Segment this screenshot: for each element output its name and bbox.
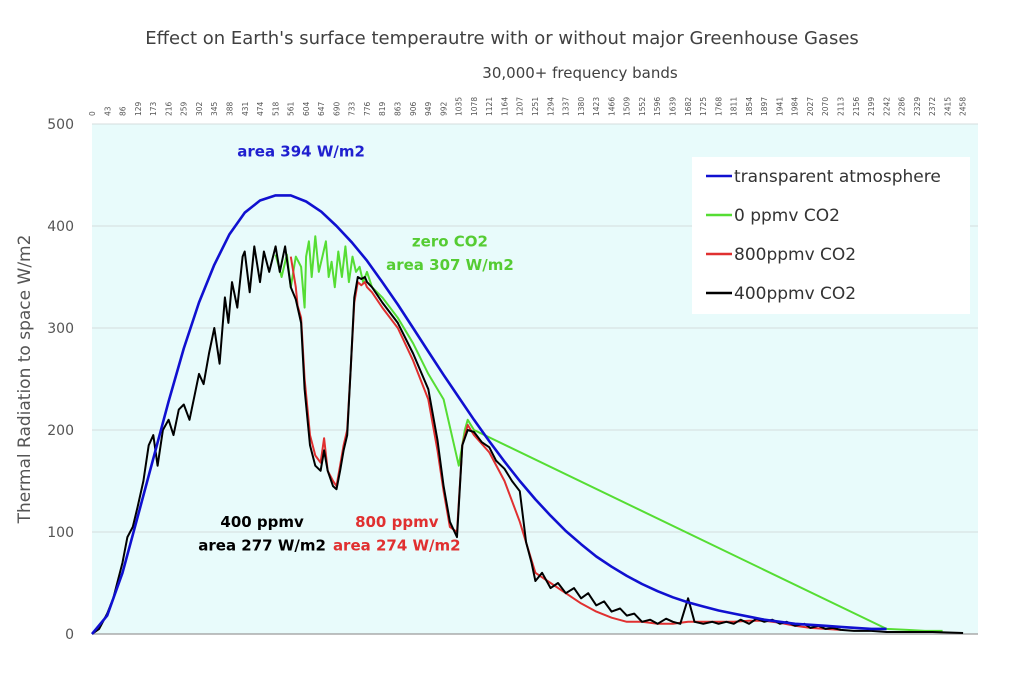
y-tick-label: 500 — [47, 117, 74, 133]
x-tick-label: 949 — [424, 101, 433, 116]
x-tick-label: 2242 — [882, 97, 891, 116]
x-axis-title: 30,000+ frequency bands — [482, 64, 678, 82]
grid-lines: 0 100 200 300 400 500 — [47, 117, 978, 643]
plot-area: 0 100 200 300 400 500 0 43 86 129 173 216 259 302 345 3… — [47, 97, 978, 643]
legend-label: transparent atmosphere — [734, 167, 941, 187]
x-tick-label: 819 — [378, 101, 387, 116]
x-tick-label: 647 — [317, 101, 326, 116]
x-tick-label: 302 — [195, 101, 204, 116]
x-tick-label: 1466 — [607, 97, 616, 116]
annotation-label: area 274 W/m2 — [333, 536, 461, 554]
chart-title: Effect on Earth's surface temperautre wi… — [145, 28, 859, 49]
x-tick-label: 561 — [287, 101, 296, 116]
annotation-label: area 307 W/m2 — [386, 256, 514, 274]
x-tick-label: 129 — [134, 101, 143, 116]
legend-label: 800ppmv CO2 — [734, 245, 856, 265]
y-tick-label: 400 — [47, 219, 74, 235]
series-line-0 — [90, 194, 887, 635]
x-tick-label: 1380 — [577, 97, 586, 116]
annotation-label: zero CO2 — [412, 232, 488, 250]
legend-box — [692, 157, 970, 314]
y-axis-label: Thermal Radiation to space W/m2 — [15, 235, 35, 525]
x-tick-label: 1984 — [791, 97, 800, 116]
y-tick-label: 0 — [65, 627, 74, 643]
x-tick-label: 1294 — [546, 97, 555, 116]
x-tick-label: 2458 — [959, 97, 968, 116]
x-tick-label: 1337 — [562, 97, 571, 116]
x-tick-label: 733 — [348, 101, 357, 116]
x-tick-label: 1682 — [684, 97, 693, 116]
x-tick-label: 2070 — [821, 97, 830, 116]
x-tick-labels: 0 43 86 129 173 216 259 302 345 388 431 474 518 561 60… — [88, 97, 968, 116]
x-tick-label: 2156 — [852, 97, 861, 116]
x-tick-label: 1552 — [638, 97, 647, 116]
x-tick-label: 863 — [394, 101, 403, 116]
x-tick-label: 2372 — [928, 97, 937, 116]
x-tick-label: 1725 — [699, 97, 708, 116]
y-tick-label: 100 — [47, 525, 74, 541]
annotation-label: area 394 W/m2 — [237, 143, 365, 161]
x-tick-label: 2113 — [837, 97, 846, 116]
y-tick-label: 200 — [47, 423, 74, 439]
annotations: area 394 W/m2 zero CO2 area 307 W/m2 400 pp… — [198, 143, 514, 555]
x-tick-label: 1509 — [623, 97, 632, 116]
x-tick-label: 1639 — [669, 97, 678, 116]
x-tick-label: 1897 — [760, 97, 769, 116]
x-tick-label: 1941 — [775, 97, 784, 116]
x-tick-label: 474 — [256, 101, 265, 116]
x-tick-label: 431 — [241, 101, 250, 116]
annotation-label: 800 ppmv — [355, 513, 439, 531]
x-tick-label: 259 — [180, 101, 189, 116]
series-lines — [90, 194, 964, 635]
legend-label: 400ppmv CO2 — [734, 284, 856, 304]
x-tick-label: 0 — [88, 111, 97, 116]
x-tick-label: 1078 — [470, 97, 479, 116]
x-tick-label: 604 — [302, 101, 311, 116]
x-tick-label: 1251 — [531, 97, 540, 116]
x-tick-label: 86 — [119, 106, 128, 116]
x-tick-label: 1596 — [653, 97, 662, 116]
y-tick-label: 300 — [47, 321, 74, 337]
x-tick-label: 518 — [271, 101, 280, 116]
x-tick-label: 1423 — [592, 97, 601, 116]
x-tick-label: 2329 — [913, 97, 922, 116]
x-tick-label: 1035 — [455, 97, 464, 116]
x-tick-label: 2027 — [806, 97, 815, 116]
x-tick-label: 173 — [149, 101, 158, 116]
legend: transparent atmosphere 0 ppmv CO2 800ppmv … — [692, 157, 970, 314]
annotation-label: area 277 W/m2 — [198, 536, 326, 554]
x-tick-label: 2415 — [943, 97, 952, 116]
x-tick-label: 345 — [210, 101, 219, 116]
legend-label: 0 ppmv CO2 — [734, 206, 840, 226]
series-line-3 — [91, 245, 964, 635]
x-tick-label: 2286 — [898, 97, 907, 116]
x-tick-label: 992 — [439, 101, 448, 116]
x-tick-label: 906 — [409, 101, 418, 116]
x-tick-label: 776 — [363, 101, 372, 116]
x-tick-label: 1207 — [516, 97, 525, 116]
x-tick-label: 1811 — [730, 97, 739, 116]
x-tick-label: 1164 — [500, 97, 509, 116]
x-tick-label: 1768 — [714, 97, 723, 116]
x-tick-label: 43 — [103, 106, 112, 116]
x-tick-label: 388 — [226, 101, 235, 116]
x-tick-label: 1854 — [745, 97, 754, 116]
x-tick-label: 2199 — [867, 97, 876, 116]
x-tick-label: 1121 — [485, 97, 494, 116]
annotation-label: 400 ppmv — [220, 513, 304, 531]
x-tick-label: 216 — [164, 101, 173, 116]
x-tick-label: 690 — [332, 101, 341, 116]
